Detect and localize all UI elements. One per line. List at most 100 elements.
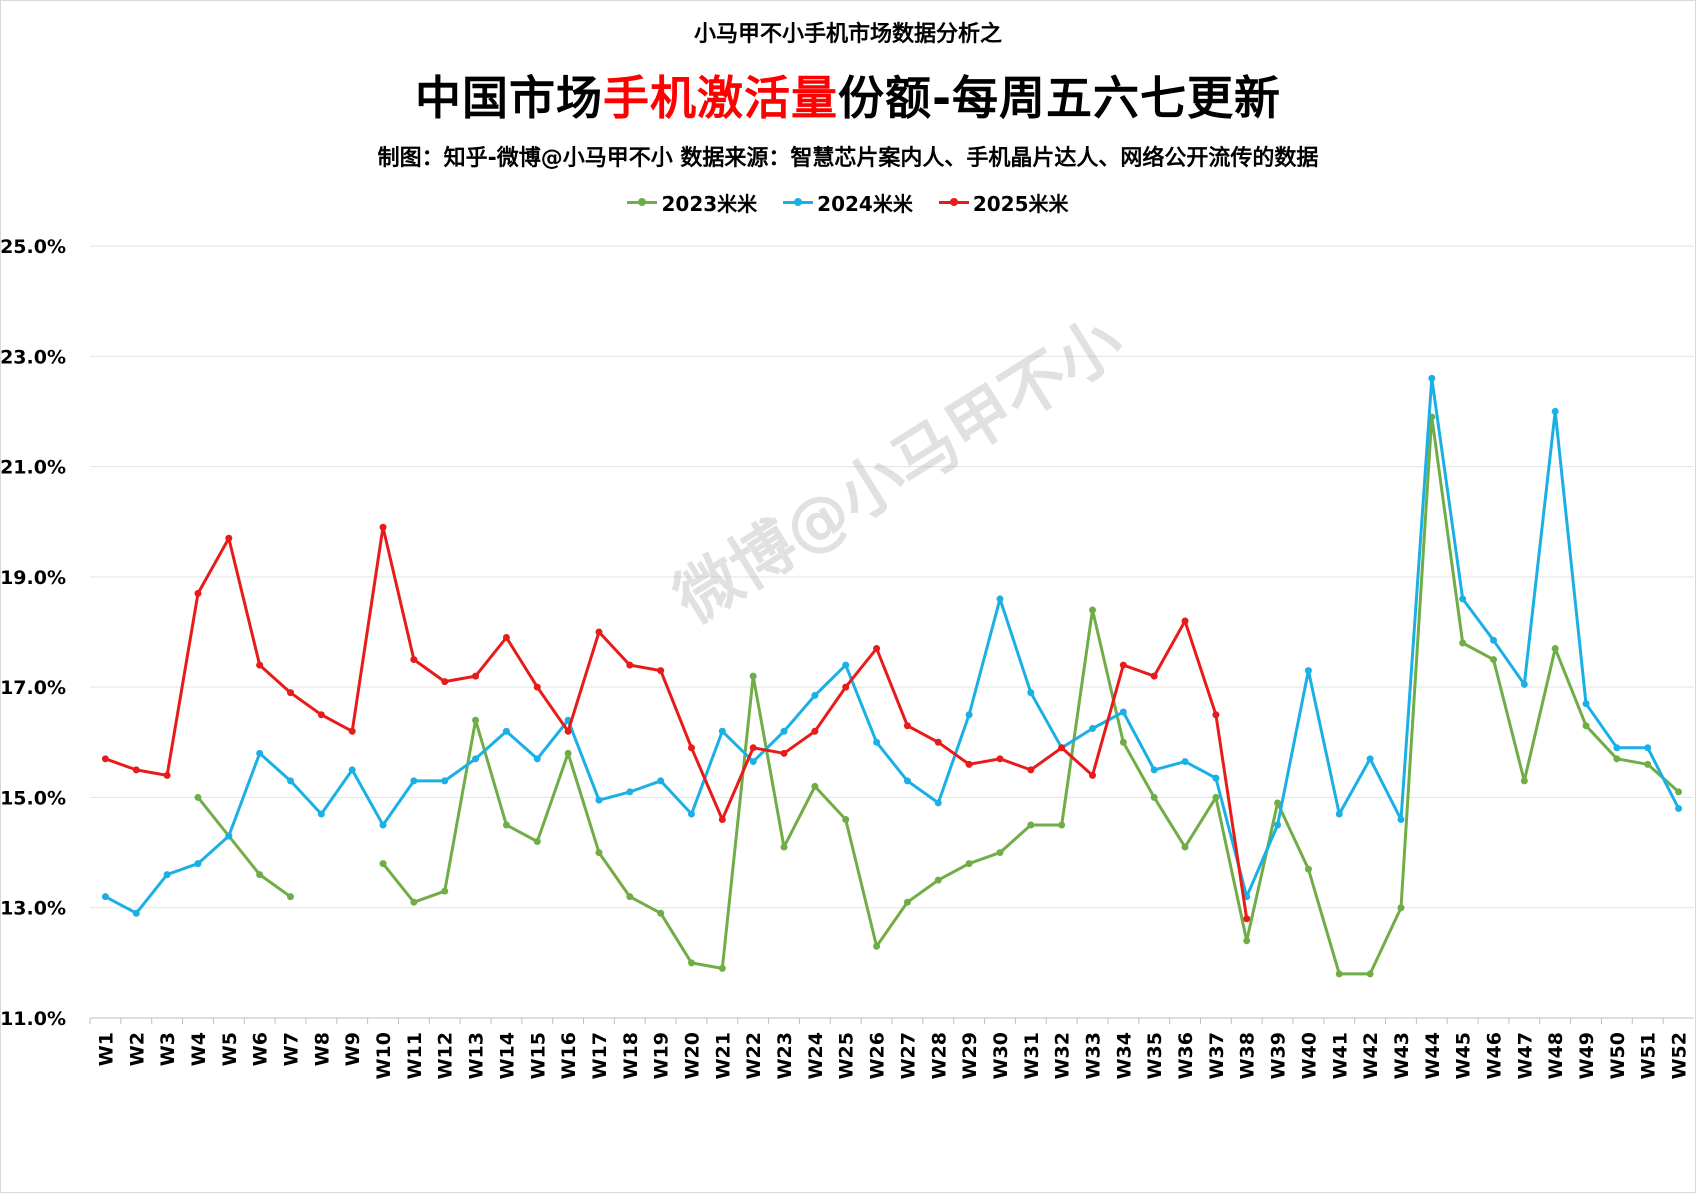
x-tick-label: W2: [126, 1032, 148, 1066]
data-point: [1459, 639, 1467, 647]
x-tick-label: W38: [1237, 1032, 1259, 1079]
data-point: [1119, 708, 1127, 716]
data-point: [348, 727, 356, 735]
data-point: [595, 796, 603, 804]
x-tick-label: W52: [1669, 1032, 1691, 1079]
data-point: [1181, 843, 1189, 851]
y-tick-label: 23.0%: [0, 346, 66, 368]
series-line: [196, 796, 292, 898]
y-tick-label: 13.0%: [0, 898, 66, 920]
data-point: [1335, 970, 1343, 978]
x-tick-label: W25: [836, 1032, 858, 1079]
legend-item-2023: 2023米米: [627, 188, 757, 217]
x-tick-label: W5: [219, 1032, 241, 1066]
data-point: [101, 755, 109, 763]
x-tick-label: W20: [682, 1032, 704, 1079]
x-tick-label: W9: [342, 1032, 364, 1066]
data-point: [502, 821, 510, 829]
data-point: [1520, 680, 1528, 688]
data-point: [502, 727, 510, 735]
data-point: [688, 810, 695, 818]
data-point: [441, 887, 449, 895]
data-point: [965, 760, 973, 768]
data-point: [873, 738, 881, 746]
x-tick-label: W21: [712, 1032, 734, 1079]
series-2: [101, 523, 1251, 923]
x-tick-label: W48: [1545, 1032, 1567, 1079]
data-point: [873, 645, 881, 653]
x-tick-label: W11: [404, 1032, 426, 1079]
series-line: [104, 376, 1680, 915]
x-tick-label: W34: [1113, 1032, 1135, 1079]
data-point: [472, 672, 480, 680]
y-tick-label: 25.0%: [0, 236, 66, 258]
data-point: [1459, 595, 1467, 603]
data-point: [811, 782, 819, 790]
data-point: [780, 843, 788, 851]
x-tick-label: W4: [188, 1032, 210, 1066]
data-point: [225, 832, 233, 840]
data-point: [657, 777, 665, 785]
data-point: [132, 766, 140, 774]
x-tick-label: W47: [1514, 1032, 1536, 1079]
data-point: [1304, 667, 1312, 675]
data-point: [287, 689, 294, 697]
data-point: [934, 738, 942, 746]
data-point: [1058, 744, 1066, 752]
chart-subtitle: 制图：知乎-微博@小马甲不小 数据来源：智慧芯片案内人、手机晶片达人、网络公开流…: [377, 146, 1319, 171]
y-tick-label: 11.0%: [0, 1008, 66, 1030]
data-point: [163, 771, 171, 779]
data-point: [1058, 821, 1066, 829]
data-point: [564, 727, 572, 735]
data-point: [1089, 606, 1096, 614]
data-point: [780, 727, 788, 735]
data-point: [996, 755, 1004, 763]
data-point: [811, 727, 819, 735]
series-0: [194, 413, 1683, 978]
x-tick-label: W7: [281, 1032, 303, 1066]
x-tick-label: W26: [867, 1032, 889, 1079]
data-point: [225, 534, 233, 542]
x-tick-label: W19: [651, 1032, 673, 1079]
data-point: [317, 810, 325, 818]
data-point: [842, 661, 850, 669]
data-point: [749, 672, 757, 680]
x-tick-label: W32: [1052, 1032, 1074, 1079]
data-point: [317, 711, 325, 719]
data-point: [657, 667, 665, 675]
data-point: [718, 815, 726, 823]
data-point: [472, 755, 480, 763]
data-point: [379, 860, 387, 868]
x-tick-label: W28: [928, 1032, 950, 1079]
data-point: [256, 749, 264, 757]
data-point: [996, 849, 1004, 857]
data-point: [533, 683, 541, 691]
x-tick-label: W36: [1175, 1032, 1197, 1079]
x-tick-label: W10: [373, 1032, 395, 1079]
data-point: [1675, 804, 1683, 812]
data-point: [1181, 758, 1189, 766]
data-point: [873, 942, 881, 950]
data-point: [441, 777, 449, 785]
data-point: [626, 661, 634, 669]
data-point: [379, 523, 387, 531]
x-tick-label: W8: [311, 1032, 333, 1066]
data-point: [903, 722, 911, 730]
chart-title-part2: 份额-每周五六七更新: [837, 71, 1282, 125]
data-point: [718, 727, 726, 735]
legend-swatch-2024: [783, 198, 814, 206]
x-tick-label: W30: [990, 1032, 1012, 1079]
y-tick-label: 19.0%: [0, 567, 66, 589]
data-point: [1366, 970, 1374, 978]
data-point: [934, 799, 942, 807]
x-tick-label: W1: [95, 1032, 117, 1066]
data-point: [564, 749, 572, 757]
x-tick-label: W6: [250, 1032, 272, 1066]
legend-swatch-2023: [627, 198, 658, 206]
x-tick-label: W3: [157, 1032, 179, 1066]
x-tick-label: W22: [743, 1032, 765, 1079]
data-point: [1366, 755, 1374, 763]
data-point: [842, 815, 850, 823]
data-point: [965, 711, 973, 719]
